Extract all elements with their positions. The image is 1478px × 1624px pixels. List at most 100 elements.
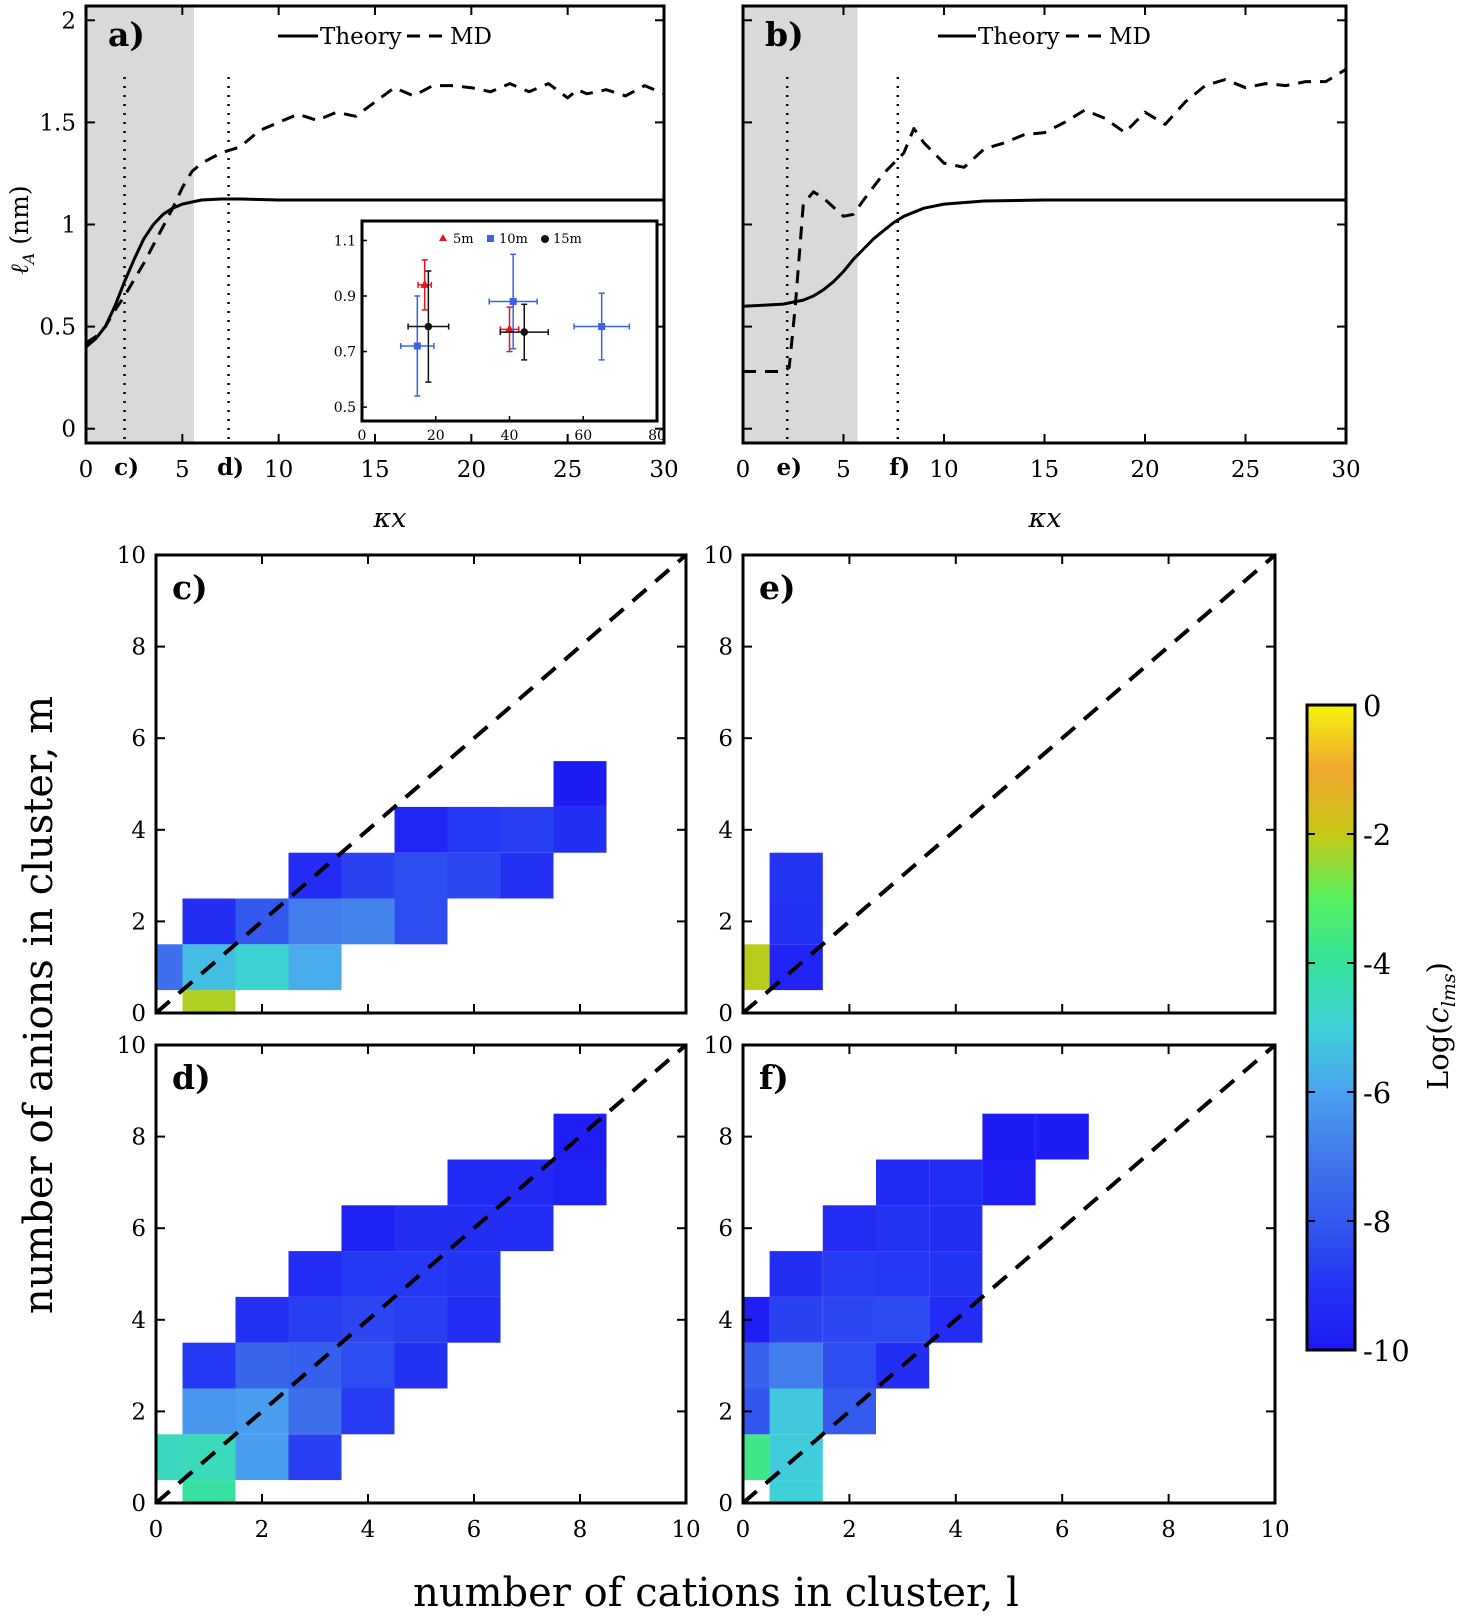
inset-15m-0-marker [424,322,433,331]
panel-label-c: c) [172,568,208,607]
ytick-label-c-4: 8 [131,635,146,661]
heatmap-cell-d-14 [235,1296,289,1343]
xlabel-b: κx [1028,503,1062,534]
ytick-label-a-3: 1.5 [39,110,76,136]
inset-xtick-label-0: 0 [358,428,367,444]
xlabel-a: κx [373,503,407,534]
xtick-label-b-1: 5 [836,457,851,483]
xtick-label-f-0: 0 [736,1517,751,1543]
heatmap-cell-c-1 [156,944,183,991]
inset-ytick-label-2: 0.9 [334,289,356,305]
inset-legend-15m-marker [541,235,549,243]
ytick-label-a-2: 1 [61,213,76,239]
xtick-label-a-1: 5 [175,457,190,483]
shared-ylabel: number of anions in cluster, m [16,696,62,1314]
ytick-label-a-4: 2 [61,8,76,34]
heatmap-cell-f-3 [769,1388,823,1435]
colorbar-label-close: ) [1421,962,1455,973]
heatmap-cell-d-18 [447,1296,501,1343]
heatmap-cell-d-12 [341,1342,395,1389]
ytick-label-e-1: 2 [718,909,733,935]
heatmap-cell-c-17 [500,806,554,853]
heatmap-cell-d-7 [288,1388,342,1435]
xtick-label-a-6: 30 [649,457,678,483]
heatmap-cell-d-15 [288,1296,342,1343]
ytick-label-e-4: 8 [718,635,733,661]
ytick-label-f-4: 8 [718,1125,733,1151]
colorbar-ticks: 0 -2 -4 -6 -8 -10 [1307,689,1410,1368]
inset-ytick-label-0: 0.5 [334,400,356,416]
heatmap-cell-d-8 [341,1388,395,1435]
heatmap-cell-c-4 [288,944,342,991]
shaded-region-a [86,6,194,443]
xtick-label-a-4: 20 [457,457,486,483]
xtick-label-b-3: 15 [1030,457,1059,483]
heatmap-cell-f-0 [743,1434,770,1481]
colorbar-label: Log(clms) [1421,962,1460,1090]
heatmap-cell-d-27 [447,1159,501,1206]
heatmap-cell-f-26 [1035,1113,1089,1160]
inset-xtick-label-1: 20 [427,428,445,444]
inset-legend-5m-marker [439,234,447,241]
heatmap-cell-d-23 [341,1205,395,1252]
xtick-label-b-2: 10 [929,457,958,483]
heatmap-cell-d-3 [235,1434,289,1481]
frame-c [154,553,688,1015]
shaded-regions [86,6,858,443]
frame-e [741,553,1277,1015]
inset-legend-10m-label: 10m [499,232,528,247]
diagonal-f [741,1043,1277,1505]
heatmap-cell-f-25 [982,1113,1036,1160]
axes [84,4,1348,1505]
vline-label-a-1: d) [217,454,244,481]
ytick-label-f-3: 6 [718,1216,733,1242]
xtick-label-b-5: 25 [1231,457,1260,483]
colorbar-label-log: Log( [1421,1023,1455,1090]
ylabel-a-unit: (nm) [5,185,34,252]
heatmap-cell-c-18 [553,806,607,853]
heatmap-cell-d-26 [500,1205,554,1252]
series-b-theory [742,198,1346,308]
diagonal-d [154,1043,688,1505]
shaded-region-b [743,6,858,443]
inset-5m-0-marker [420,279,430,288]
heatmap-cell-c-16 [447,806,501,853]
colorbar-label-sub: lms [1438,973,1460,1007]
xtick-label-f-3: 6 [1055,1517,1070,1543]
heatmap-cell-f-18 [929,1251,983,1297]
cbar-tick-label-2: -4 [1363,947,1391,981]
heatmap-cell-f-20 [876,1205,930,1252]
series-a-md [85,82,665,345]
heatmap-cell-d-10 [235,1342,289,1389]
inset-10m-2-marker [598,323,606,331]
ytick-label-d-3: 6 [131,1216,146,1242]
heatmap-cell-c-19 [553,761,607,807]
panel-label-d: d) [172,1058,211,1097]
ytick-label-d-5: 10 [117,1033,146,1059]
panel-label-e: e) [759,568,796,607]
xtick-label-d-0: 0 [149,1517,164,1543]
xtick-label-a-0: 0 [79,457,94,483]
xtick-label-d-5: 10 [671,1517,700,1543]
heatmap-cell-d-17 [394,1296,448,1343]
ytick-label-c-0: 0 [131,1001,146,1027]
heatmap-cell-f-2 [769,1480,823,1503]
ylabel-a-symbol: ℓ [5,264,34,275]
heatmap-cell-d-1 [156,1434,183,1481]
heatmap-cell-d-9 [182,1342,236,1389]
vline-label-b-1: f) [889,454,910,481]
heatmap-cell-f-24 [982,1159,1036,1206]
xtick-label-b-0: 0 [736,457,751,483]
heatmap-cell-f-11 [769,1296,823,1343]
colorbar-label-c: c [1421,1007,1455,1023]
ytick-label-d-1: 2 [131,1399,146,1425]
ytick-label-f-5: 10 [704,1033,733,1059]
ytick-label-c-5: 10 [117,543,146,569]
heatmap-cell-c-11 [341,852,395,899]
heatmap-cell-d-4 [288,1434,342,1481]
xtick-label-b-6: 30 [1331,457,1360,483]
inset-legend-10m-marker [487,235,494,242]
series-b-md [743,68,1347,373]
heatmap-cell-d-24 [394,1205,448,1252]
heatmap-cell-c-7 [288,898,342,945]
